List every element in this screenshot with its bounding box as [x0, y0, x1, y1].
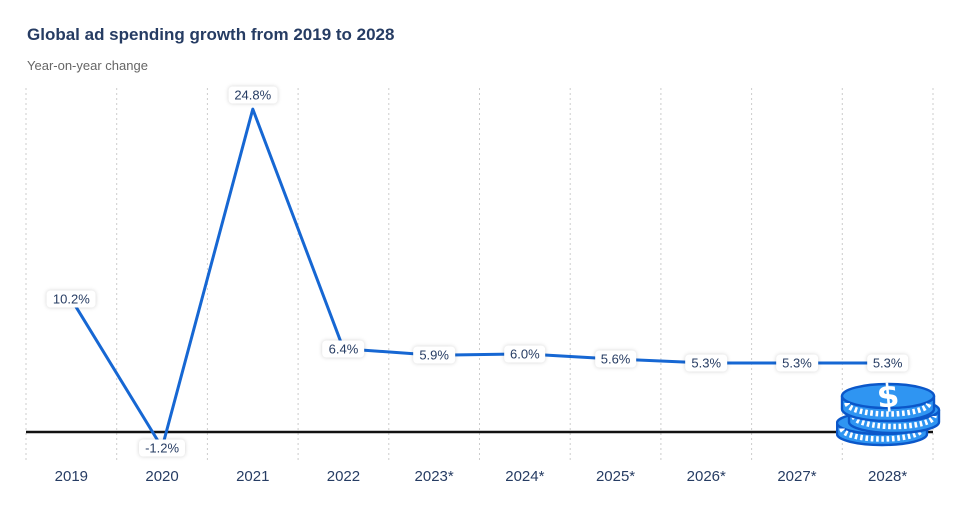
data-point-label: 5.3% [866, 354, 909, 372]
data-point-label: 6.0% [504, 345, 546, 363]
chart-title: Global ad spending growth from 2019 to 2… [27, 25, 395, 44]
x-axis-label: 2025* [595, 468, 636, 485]
data-point-label: 24.8% [228, 86, 278, 104]
x-axis-label: 2023* [414, 468, 454, 485]
data-point-label: 5.9% [413, 346, 455, 364]
growth-line-series [69, 107, 890, 450]
x-axis-label: 2024* [505, 468, 545, 485]
x-axis-label: 2019 [54, 468, 89, 485]
data-point-label: 5.6% [594, 350, 637, 368]
x-axis-label: 2020 [145, 468, 179, 485]
data-point-label: -1.2% [139, 439, 186, 457]
x-axis-label: 2027* [777, 468, 817, 485]
data-point-label: 5.3% [685, 354, 728, 372]
x-axis-label: 2026* [686, 468, 726, 485]
dollar-coin-stack-icon: $ [836, 377, 941, 447]
chart-subtitle: Year-on-year change [27, 58, 148, 73]
x-axis-label: 2022 [326, 468, 361, 485]
x-axis-label: 2028* [868, 468, 908, 485]
x-axis-label: 2021 [236, 468, 270, 485]
data-point-label: 6.4% [322, 340, 365, 358]
data-point-label: 5.3% [776, 354, 818, 372]
dollar-sign: $ [875, 377, 900, 416]
data-point-label: 10.2% [46, 290, 96, 308]
